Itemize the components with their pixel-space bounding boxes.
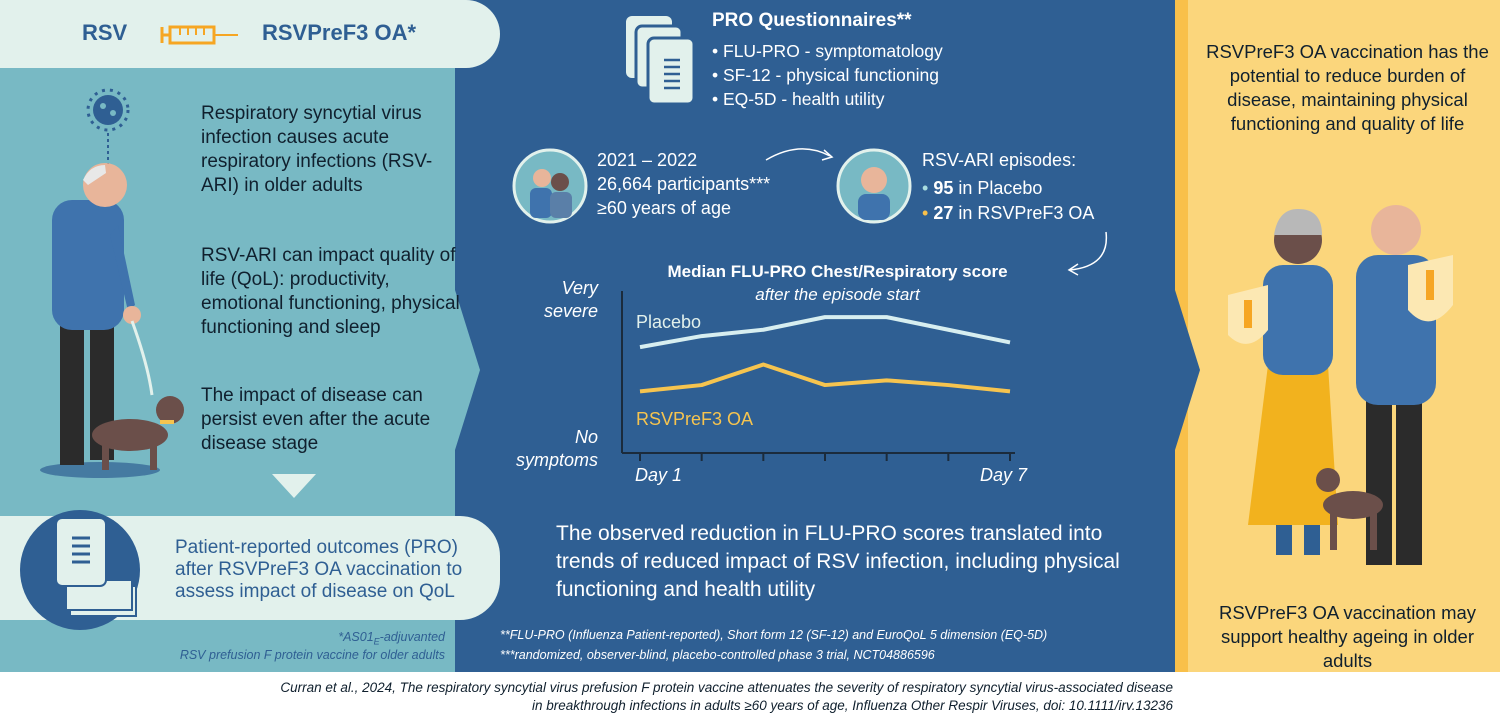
study-participants: 26,664 participants*** [597,174,771,194]
citation-line2: in breakthrough infections in adults ≥60… [531,698,1173,713]
x-axis-end-label: Day 7 [980,465,1028,485]
participants-avatar-icon [512,148,588,224]
dog-icon-right [1316,468,1383,550]
qol-impact-text: RSV-ARI can impact quality of life (QoL)… [201,245,460,338]
questionnaire-icon [626,16,696,106]
right-bottom-text: RSVPreF3 OA vaccination may support heal… [1218,602,1477,671]
study-age: ≥60 years of age [597,198,731,218]
rsv-description: Respiratory syncytial virus infection ca… [201,103,433,196]
series-label-vaccine: RSVPreF3 OA [636,409,754,429]
right-top-text: RSVPreF3 OA vaccination has the potentia… [1206,41,1489,134]
citation-line1: Curran et al., 2024, The respiratory syn… [280,680,1173,695]
rsv-label: RSV [82,20,128,45]
older-couple-illustration [1228,205,1453,565]
chart-subtitle: after the episode start [755,285,920,304]
study-years: 2021 – 2022 [597,150,698,170]
episodes-vaccine: • 27 in RSVPreF3 OA [922,203,1095,223]
right-panel-arrow [1175,290,1200,450]
line-chart [621,291,1015,461]
persistence-text: The impact of disease can persist even a… [201,385,431,454]
series-line-vaccine [639,362,1011,394]
vaccine-footnote-line1: *AS01E-adjuvanted [338,630,445,647]
trial-footnote: ***randomized, observer-blind, placebo-c… [500,648,935,662]
series-line-placebo [639,315,1011,350]
dog-icon [92,396,184,470]
patient-avatar-icon [836,148,912,224]
syringe-icon [160,25,238,45]
curved-arrow-icon [765,148,834,161]
vaccine-shield-icon-left [1228,285,1268,344]
pro-item-flu-pro: • FLU-PRO - symptomatology [712,41,943,61]
curved-down-arrow-icon [1067,231,1108,276]
x-axis-start-label: Day 1 [635,465,683,485]
down-arrow [272,474,316,498]
vaccine-shield-icon-right [1408,255,1453,322]
series-label-placebo: Placebo [636,312,702,332]
episodes-title: RSV-ARI episodes: [922,150,1077,170]
y-axis-bottom-label: No symptoms [515,427,598,470]
middle-panel [455,0,1175,672]
pro-item-sf-12: • SF-12 - physical functioning [712,65,939,85]
pro-questionnaires-title: PRO Questionnaires** [712,10,912,31]
virus-icon [86,88,130,132]
document-stack-icon [20,510,140,630]
older-man-with-dog-illustration [40,88,184,478]
conclusion-text: The observed reduction in FLU-PRO scores… [556,522,1120,601]
y-axis-top-label: Very severe [543,278,598,321]
vaccine-footnote-line2: RSV prefusion F protein vaccine for olde… [179,648,445,662]
vaccine-label: RSVPreF3 OA* [262,20,417,45]
chart-title: Median FLU-PRO Chest/Respiratory score [667,262,1008,281]
pro-item-eq-5d: • EQ-5D - health utility [712,89,885,109]
middle-panel-arrow [455,290,480,450]
left-header [0,0,500,68]
episodes-placebo: • 95 in Placebo [922,178,1043,198]
pro-footnote: **FLU-PRO (Influenza Patient-reported), … [500,628,1048,642]
pro-box-text: Patient-reported outcomes (PRO) after RS… [175,537,463,602]
